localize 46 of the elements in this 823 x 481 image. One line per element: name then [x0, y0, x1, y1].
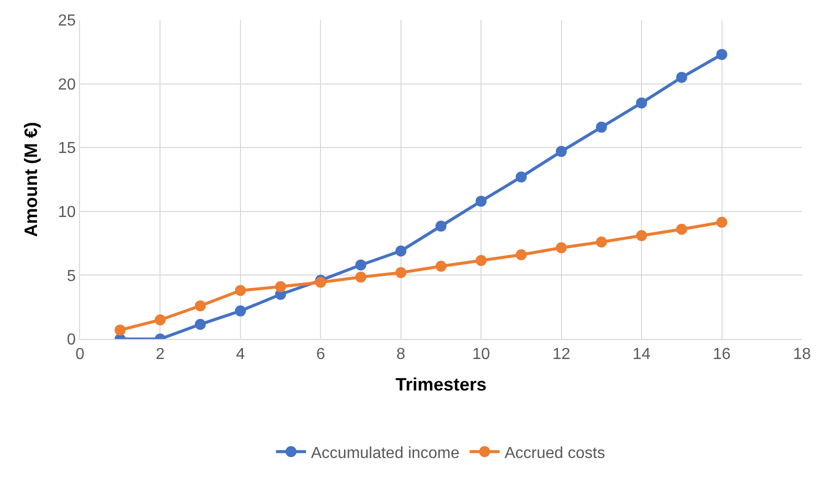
point — [154, 314, 166, 326]
y-tick-label: 20 — [58, 76, 76, 94]
point — [436, 220, 446, 232]
point — [636, 230, 648, 242]
point — [355, 259, 366, 270]
point — [596, 236, 607, 248]
y-axis-title: Amount (M €) — [21, 122, 42, 237]
legend-label: Accumulated income — [311, 444, 460, 462]
point — [194, 300, 206, 312]
point — [636, 97, 648, 108]
point — [476, 196, 487, 207]
x-tick-label: 4 — [236, 346, 245, 364]
point — [436, 260, 446, 272]
x-tick-label: 12 — [552, 346, 570, 364]
x-tick-label: 2 — [156, 346, 165, 364]
point — [194, 318, 206, 330]
point — [716, 216, 728, 228]
point — [234, 305, 246, 316]
point — [476, 255, 487, 266]
point — [355, 272, 366, 283]
x-tick-label: 10 — [472, 346, 490, 364]
x-tick-label: 18 — [793, 346, 811, 364]
y-tick-label: 0 — [66, 332, 76, 349]
x-axis-title: Trimesters — [395, 374, 487, 394]
point — [676, 224, 688, 235]
point — [395, 245, 406, 256]
point — [516, 249, 527, 260]
point — [676, 72, 688, 83]
point — [556, 242, 567, 254]
point — [275, 281, 286, 292]
y-tick-label: 25 — [58, 12, 76, 30]
point — [596, 122, 607, 133]
x-tick-label: 14 — [632, 346, 651, 364]
point — [556, 146, 567, 157]
point — [395, 267, 406, 278]
x-tick-label: 6 — [316, 346, 326, 364]
point — [234, 285, 246, 296]
legend-label: Accrued costs — [504, 444, 606, 462]
y-tick-label: 5 — [66, 268, 76, 285]
y-tick-label: 10 — [58, 204, 76, 221]
point — [716, 48, 728, 60]
y-tick-label: 15 — [58, 140, 76, 158]
point — [114, 324, 126, 336]
x-tick-label: 16 — [712, 346, 731, 364]
point — [516, 171, 527, 182]
x-tick-label: 8 — [396, 346, 406, 364]
